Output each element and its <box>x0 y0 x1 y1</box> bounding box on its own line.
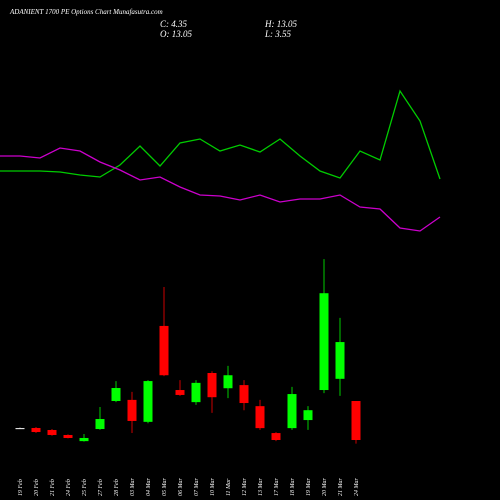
candle-body <box>319 293 329 391</box>
candle-body <box>335 342 345 379</box>
candle-body <box>255 406 265 429</box>
x-tick-label: 10 Mar <box>210 478 216 496</box>
x-tick-label: 04 Mar <box>145 478 152 496</box>
candle-body <box>239 385 249 404</box>
indicator-line <box>0 147 441 232</box>
high-info: H: 13.05 <box>264 19 297 29</box>
candle-body <box>127 399 137 421</box>
x-tick-label: 21 Mar <box>338 478 344 496</box>
candle-body <box>159 325 169 376</box>
x-tick-label: 19 Mar <box>306 478 312 496</box>
x-tick-label: 12 Mar <box>242 478 248 496</box>
candle-body <box>31 427 41 433</box>
indicator-line <box>0 89 441 180</box>
candle-body <box>47 430 57 435</box>
x-tick-label: 11 Mar <box>226 478 232 496</box>
x-tick-label: 07 Mar <box>194 478 200 496</box>
candle-body <box>191 382 201 403</box>
candle-body <box>207 372 217 398</box>
candle-body <box>79 437 89 442</box>
x-tick-label: 27 Feb <box>98 479 104 496</box>
x-tick-label: 13 Mar <box>258 478 264 496</box>
open-info: O: 13.05 <box>160 29 192 39</box>
x-tick-label: 19 Feb <box>18 479 24 496</box>
x-tick-label: 24 Feb <box>65 479 72 496</box>
x-tick-label: 05 Mar <box>162 478 168 496</box>
candle-body <box>223 375 233 389</box>
candle-body <box>351 401 361 441</box>
low-info: L: 3.55 <box>264 29 292 39</box>
candle-body <box>111 388 121 402</box>
x-tick-label: 18 Mar <box>290 478 296 496</box>
x-tick-label: 06 Mar <box>178 478 184 496</box>
x-tick-label: 17 Mar <box>274 478 280 496</box>
x-tick-label: 25 Feb <box>82 479 88 496</box>
candle-body <box>271 433 281 441</box>
candle-body <box>287 394 297 429</box>
candle-body <box>95 419 105 430</box>
candle-body <box>175 390 185 395</box>
x-tick-label: 28 Feb <box>114 479 120 496</box>
candle-body <box>303 410 313 421</box>
chart-title: ADANIENT 1700 PE Options Chart Munafasut… <box>9 8 163 16</box>
candle-body <box>63 434 73 438</box>
candle-body <box>143 381 153 422</box>
x-tick-label: 24 Mar <box>353 478 360 496</box>
x-tick-label: 03 Mar <box>130 478 136 496</box>
x-tick-label: 20 Mar <box>322 478 328 496</box>
close-info: C: 4.35 <box>160 19 188 29</box>
x-tick-label: 21 Feb <box>50 479 56 496</box>
x-tick-label: 20 Feb <box>34 479 40 496</box>
candle-body <box>15 428 25 430</box>
